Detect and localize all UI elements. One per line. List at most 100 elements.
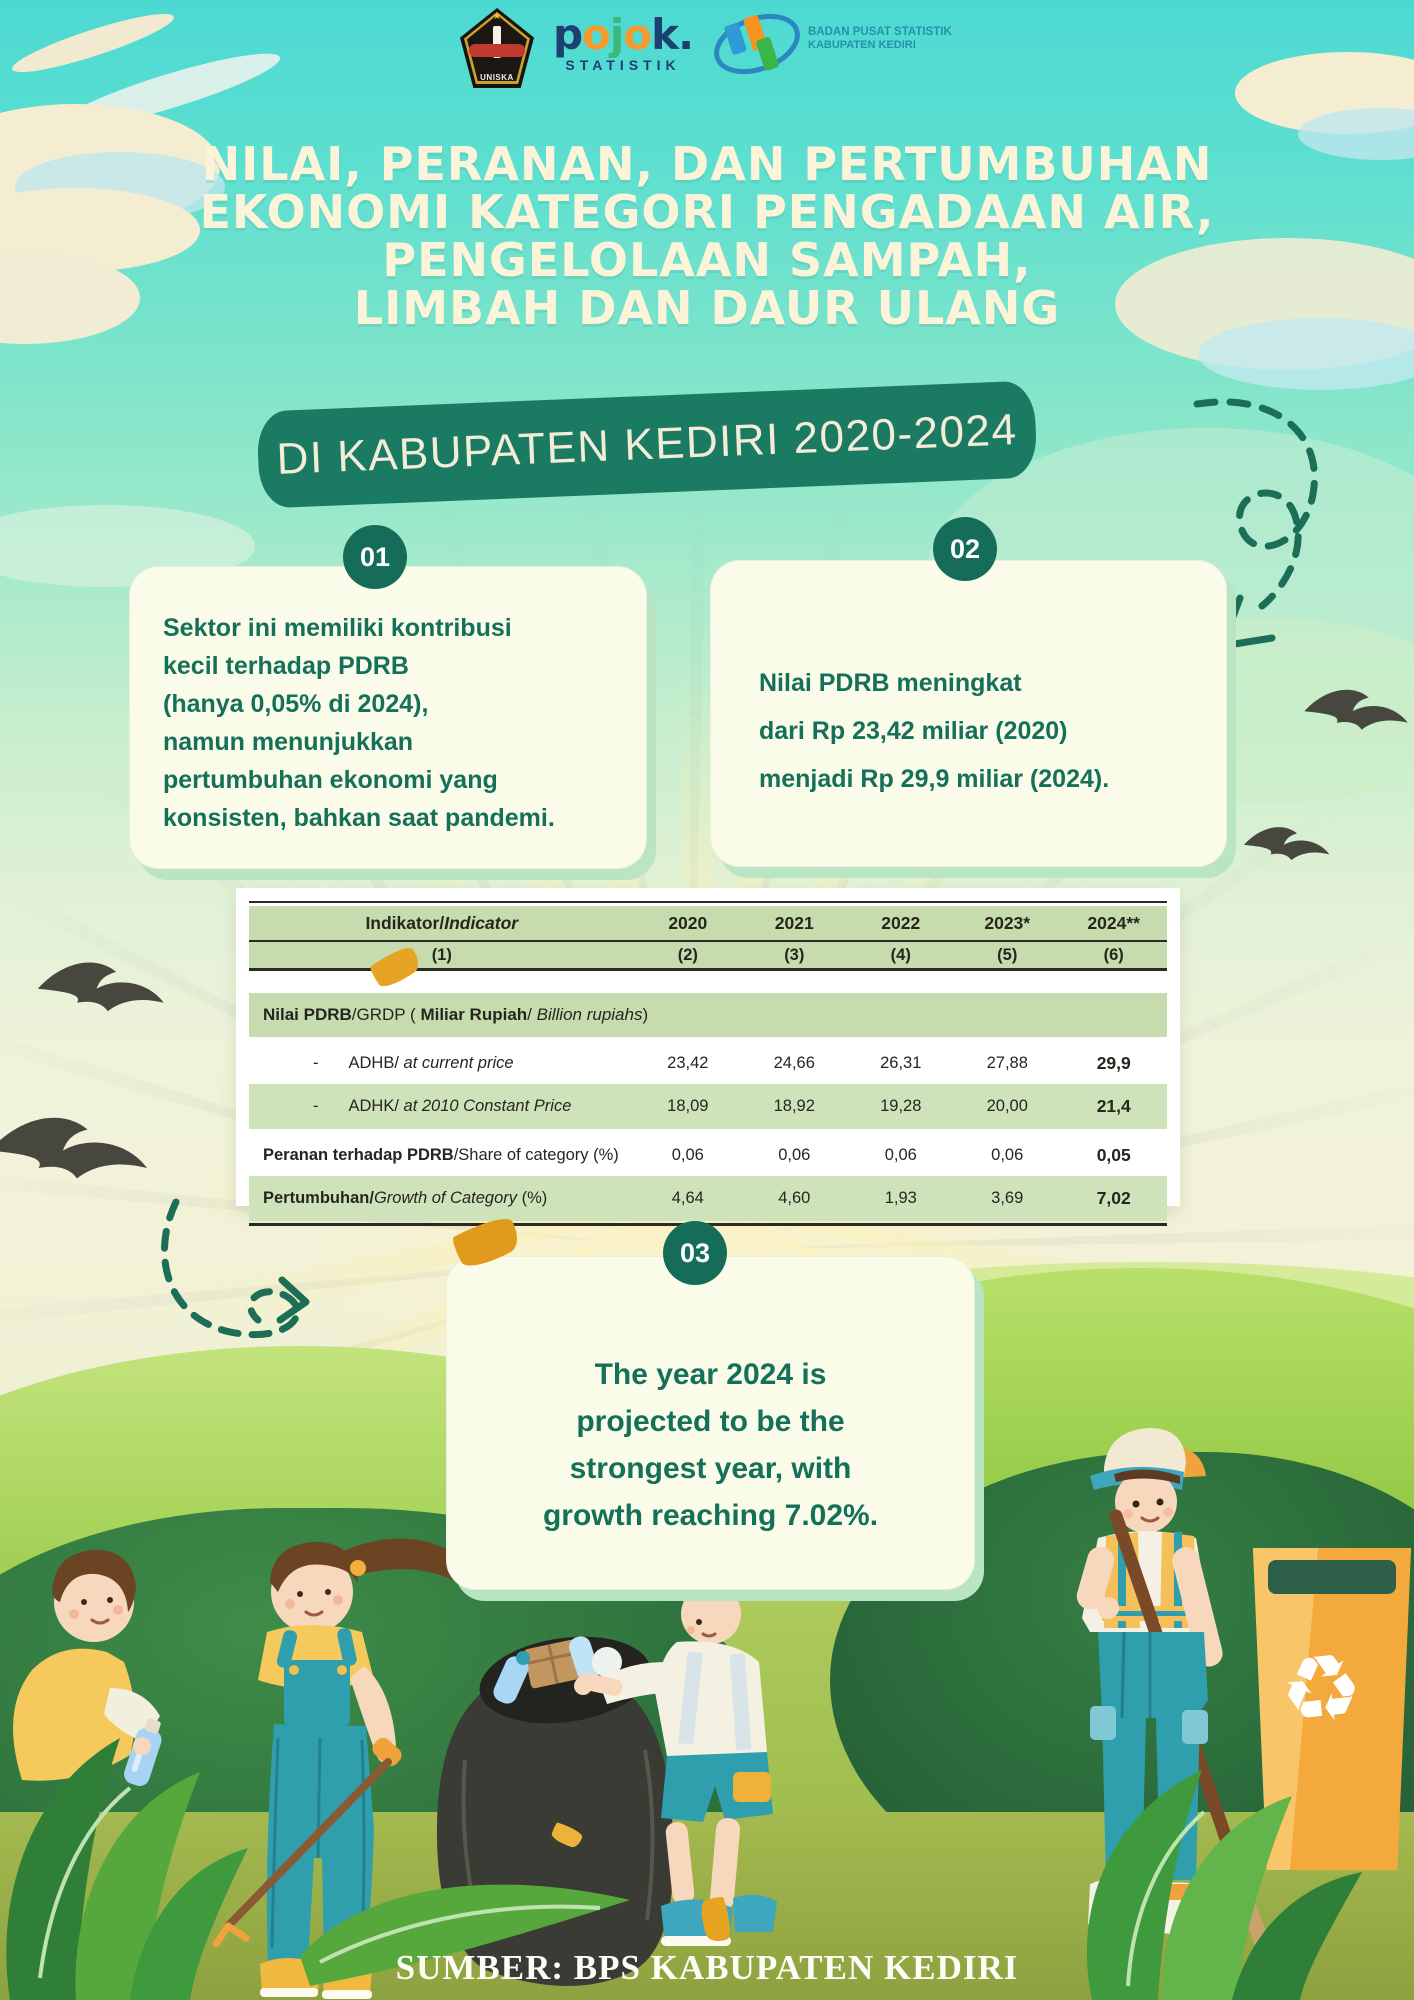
row-label: Pertumbuhan/Growth of Category (%) xyxy=(249,1189,635,1208)
cell-value: 3,69 xyxy=(991,1189,1024,1207)
card2-line: menjadi Rp 29,9 miliar (2024). xyxy=(759,765,1110,793)
row-dash: - xyxy=(313,1053,319,1072)
col-header-text: Indicator xyxy=(444,912,519,933)
title-line-2: EKONOMI KATEGORI PENGADAAN AIR, xyxy=(199,185,1215,239)
section-text: / xyxy=(527,1005,537,1024)
star-icon: ★ xyxy=(492,11,502,22)
plant-leaves xyxy=(1086,1770,1362,2000)
card1-line: (hanya 0,05% di 2024), xyxy=(163,690,429,718)
cell-value: 23,42 xyxy=(667,1053,709,1072)
cell-value: 0,06 xyxy=(884,1145,917,1164)
col-number: (6) xyxy=(1103,945,1124,964)
pojok-letter: j xyxy=(609,10,624,59)
card1-line: konsisten, bahkan saat pandemi. xyxy=(163,804,555,832)
title-line-4: LIMBAH DAN DAUR ULANG xyxy=(353,281,1061,335)
row-label-text: ADHK/ xyxy=(348,1097,404,1115)
cell-value: 0,06 xyxy=(991,1145,1024,1164)
uniska-ribbon xyxy=(469,44,525,57)
info-card-01: Sektor ini memiliki kontribusi kecil ter… xyxy=(129,566,647,869)
pojok-letter: . xyxy=(678,10,694,59)
stats-table: Indikator/Indicator 2020 2021 2022 2023*… xyxy=(236,888,1180,1226)
pojok-statistik-logo: pojok. STATISTIK xyxy=(548,14,698,74)
uniska-tower xyxy=(493,26,501,58)
badge-01: 01 xyxy=(343,525,407,589)
plant-leaves xyxy=(6,1738,248,2000)
card3-line: The year 2024 is xyxy=(594,1358,827,1391)
col-number: (3) xyxy=(784,945,805,964)
section-text: Nilai PDRB xyxy=(263,1005,352,1024)
col-header-year: 2024** xyxy=(1087,912,1140,933)
col-header-indicator: Indikator/Indicator xyxy=(249,913,635,934)
row-label-text: ADHB/ xyxy=(348,1053,404,1072)
page-title: NILAI, PERANAN, DAN PERTUMBUHAN EKONOMI … xyxy=(0,140,1414,332)
card1-line: namun menunjukkan xyxy=(163,728,414,756)
card2-line: dari Rp 23,42 miliar (2020) xyxy=(759,717,1068,745)
pojok-wordmark: pojok. xyxy=(548,14,698,56)
card3-line: growth reaching 7.02%. xyxy=(542,1499,879,1532)
card3-line: strongest year, with xyxy=(569,1452,852,1485)
row-label-text: at 2010 Constant Price xyxy=(403,1097,572,1115)
bps-logo-text: BADAN PUSAT STATISTIK KABUPATEN KEDIRI xyxy=(808,26,952,52)
card2-line: Nilai PDRB meningkat xyxy=(759,669,1022,697)
row-label-text: (%) xyxy=(521,1189,548,1207)
col-number: (4) xyxy=(890,945,911,964)
pojok-letter: o xyxy=(623,10,652,59)
cell-value: 0,05 xyxy=(1096,1144,1131,1165)
bin-opening xyxy=(1268,1560,1396,1594)
col-header-year: 2022 xyxy=(881,912,921,933)
row-label-text: /Share of category (%) xyxy=(453,1145,619,1164)
badge-03: 03 xyxy=(663,1221,727,1285)
cell-value: 27,88 xyxy=(986,1053,1028,1072)
title-line-3: PENGELOLAAN SAMPAH, xyxy=(382,233,1032,287)
bps-logo-icon xyxy=(714,13,800,75)
cell-value: 18,09 xyxy=(667,1097,709,1115)
cell-value: 26,31 xyxy=(880,1053,922,1072)
cell-value: 4,60 xyxy=(778,1189,811,1207)
section-text: Miliar Rupiah xyxy=(420,1005,528,1024)
table-header-row: Indikator/Indicator 2020 2021 2022 2023*… xyxy=(249,906,1167,940)
card1-line: Sektor ini memiliki kontribusi xyxy=(163,614,512,642)
table-row: Pertumbuhan/Growth of Category (%) 4,64 … xyxy=(249,1176,1167,1221)
badge-02: 02 xyxy=(933,517,997,581)
section-text: Billion rupiahs xyxy=(536,1005,643,1024)
table-row: - ADHB/ at current price 23,42 24,66 26,3… xyxy=(249,1042,1167,1084)
table-row: Peranan terhadap PDRB/Share of category … xyxy=(249,1134,1167,1176)
title-line-1: NILAI, PERANAN, DAN PERTUMBUHAN xyxy=(201,137,1213,191)
cell-value: 18,92 xyxy=(773,1097,815,1115)
row-label-text: Peranan terhadap PDRB xyxy=(263,1145,454,1164)
col-header-text: Indikator/ xyxy=(365,912,445,933)
row-label-text: at current price xyxy=(403,1053,514,1072)
cell-value: 19,28 xyxy=(880,1097,922,1115)
cell-value: 29,9 xyxy=(1096,1052,1131,1073)
card3-line: projected to be the xyxy=(576,1405,845,1438)
pojok-letter: o xyxy=(582,10,611,59)
col-header-year: 2023* xyxy=(984,912,1031,933)
table-row: - ADHK/ at 2010 Constant Price 18,09 18,9… xyxy=(249,1084,1167,1129)
pojok-letter: p xyxy=(552,10,583,59)
cell-value: 1,93 xyxy=(884,1189,917,1207)
col-number: (2) xyxy=(677,945,698,964)
bps-region: KABUPATEN KEDIRI xyxy=(808,39,916,51)
section-text: /GRDP ( xyxy=(351,1005,421,1024)
row-label: - ADHK/ at 2010 Constant Price xyxy=(249,1097,635,1116)
bps-name: BADAN PUSAT STATISTIK xyxy=(808,26,952,38)
cell-value: 0,06 xyxy=(671,1145,704,1164)
table-border xyxy=(249,940,1167,942)
card1-line: pertumbuhan ekonomi yang xyxy=(163,766,498,794)
row-label-text: Growth of Category xyxy=(373,1189,522,1207)
section-text: ) xyxy=(642,1005,649,1024)
info-card-02: Nilai PDRB meningkat dari Rp 23,42 milia… xyxy=(710,560,1227,867)
source-footer: SUMBER: BPS KABUPATEN KEDIRI xyxy=(395,1948,1019,1987)
cell-value: 24,66 xyxy=(773,1053,815,1072)
recycle-icon: ♻ xyxy=(1274,1631,1368,1748)
row-label-text: Pertumbuhan/ xyxy=(263,1189,374,1207)
card1-line: kecil terhadap PDRB xyxy=(163,652,409,680)
row-dash: - xyxy=(313,1097,319,1115)
pojok-letter: k xyxy=(651,10,679,59)
illustration-girl xyxy=(212,1538,478,1999)
table-section-row: Nilai PDRB/GRDP ( Miliar Rupiah / Billion… xyxy=(249,993,1167,1037)
cloud xyxy=(1198,318,1414,390)
cell-value: 4,64 xyxy=(671,1189,704,1207)
header: ★ UNISKA pojok. STATISTIK BADAN PUSAT ST… xyxy=(0,0,1414,100)
uniska-logo: ★ UNISKA xyxy=(460,8,534,88)
